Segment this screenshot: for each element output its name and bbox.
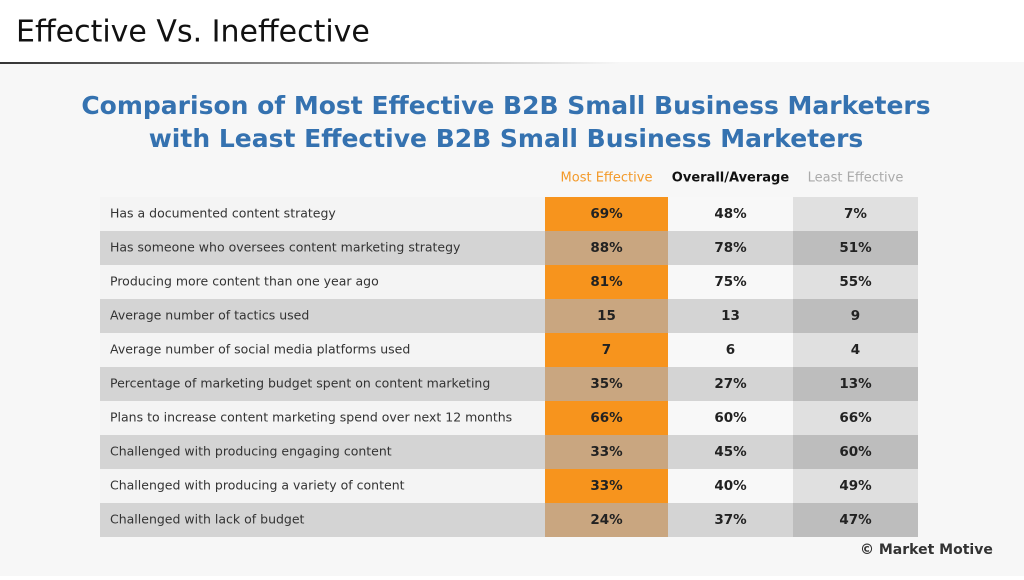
row-bg [100, 265, 545, 299]
cell-bg [668, 435, 793, 469]
cell-bg [668, 197, 793, 231]
cell-value: 69% [590, 206, 623, 222]
cell-bg [793, 333, 918, 367]
cell-value: 33% [590, 444, 623, 460]
cell-value: 13 [721, 308, 740, 324]
cell-bg [668, 333, 793, 367]
title-rule [0, 62, 620, 64]
cell-value: 49% [839, 478, 872, 494]
cell-bg [668, 231, 793, 265]
slide-title: Effective Vs. Ineffective [16, 15, 370, 50]
cell-value: 24% [590, 512, 623, 528]
row-label: Challenged with producing a variety of c… [110, 478, 405, 493]
table-title: with Least Effective B2B Small Business … [149, 124, 864, 153]
row-label: Challenged with lack of budget [110, 512, 305, 527]
cell-bg [545, 333, 668, 367]
title-bar [0, 0, 1024, 62]
column-header: Least Effective [808, 171, 904, 186]
cell-bg [668, 469, 793, 503]
cell-value: 40% [714, 478, 747, 494]
row-bg [100, 367, 545, 401]
cell-bg [545, 367, 668, 401]
row-bg [100, 231, 545, 265]
cell-bg [545, 265, 668, 299]
cell-value: 37% [714, 512, 747, 528]
cell-value: 78% [714, 240, 747, 256]
cell-value: 47% [839, 512, 872, 528]
cell-value: 4 [851, 342, 860, 358]
cell-value: 88% [590, 240, 623, 256]
row-label: Percentage of marketing budget spent on … [110, 376, 490, 391]
cell-bg [793, 401, 918, 435]
row-bg [100, 435, 545, 469]
cell-bg [545, 435, 668, 469]
cell-bg [668, 367, 793, 401]
cell-value: 6 [726, 342, 735, 358]
cell-bg [545, 231, 668, 265]
column-header: Overall/Average [672, 171, 790, 186]
table: Most Effective Overall/Average Least Effec… [100, 171, 918, 537]
row-bg [100, 299, 545, 333]
cell-bg [668, 401, 793, 435]
row-label: Has someone who oversees content marketi… [110, 240, 461, 255]
column-header: Most Effective [561, 171, 653, 186]
credit: © Market Motive [860, 542, 993, 558]
cell-value: 66% [839, 410, 872, 426]
row-bg [100, 333, 545, 367]
cell-bg [793, 231, 918, 265]
cell-bg [545, 503, 668, 537]
cell-value: 13% [839, 376, 872, 392]
table-title: Comparison of Most Effective B2B Small B… [81, 91, 930, 120]
cell-bg [545, 299, 668, 333]
cell-bg [793, 503, 918, 537]
cell-value: 51% [839, 240, 872, 256]
cell-value: 48% [714, 206, 747, 222]
cell-bg [545, 197, 668, 231]
cell-value: 60% [714, 410, 747, 426]
cell-value: 35% [590, 376, 623, 392]
cell-value: 7 [602, 342, 611, 358]
cell-value: 45% [714, 444, 747, 460]
cell-bg [668, 299, 793, 333]
cell-bg [793, 265, 918, 299]
cell-bg [793, 469, 918, 503]
cell-value: 81% [590, 274, 623, 290]
row-bg [100, 401, 545, 435]
cell-value: 33% [590, 478, 623, 494]
row-label: Plans to increase content marketing spen… [110, 410, 512, 425]
cell-value: 66% [590, 410, 623, 426]
cell-bg [793, 367, 918, 401]
row-label: Has a documented content strategy [110, 206, 336, 221]
cell-value: 75% [714, 274, 747, 290]
cell-value: 9 [851, 308, 860, 324]
row-bg [100, 197, 545, 231]
cell-bg [793, 299, 918, 333]
row-label: Average number of tactics used [110, 308, 309, 323]
row-bg [100, 503, 545, 537]
cell-bg [545, 469, 668, 503]
cell-bg [793, 435, 918, 469]
row-label: Challenged with producing engaging conte… [110, 444, 392, 459]
row-label: Average number of social media platforms… [110, 342, 410, 357]
cell-bg [668, 503, 793, 537]
cell-bg [545, 401, 668, 435]
cell-bg [668, 265, 793, 299]
cell-value: 27% [714, 376, 747, 392]
cell-value: 60% [839, 444, 872, 460]
row-label: Producing more content than one year ago [110, 274, 379, 289]
cell-value: 7% [844, 206, 867, 222]
row-bg [100, 469, 545, 503]
cell-value: 15 [597, 308, 616, 324]
cell-value: 55% [839, 274, 872, 290]
cell-bg [793, 197, 918, 231]
